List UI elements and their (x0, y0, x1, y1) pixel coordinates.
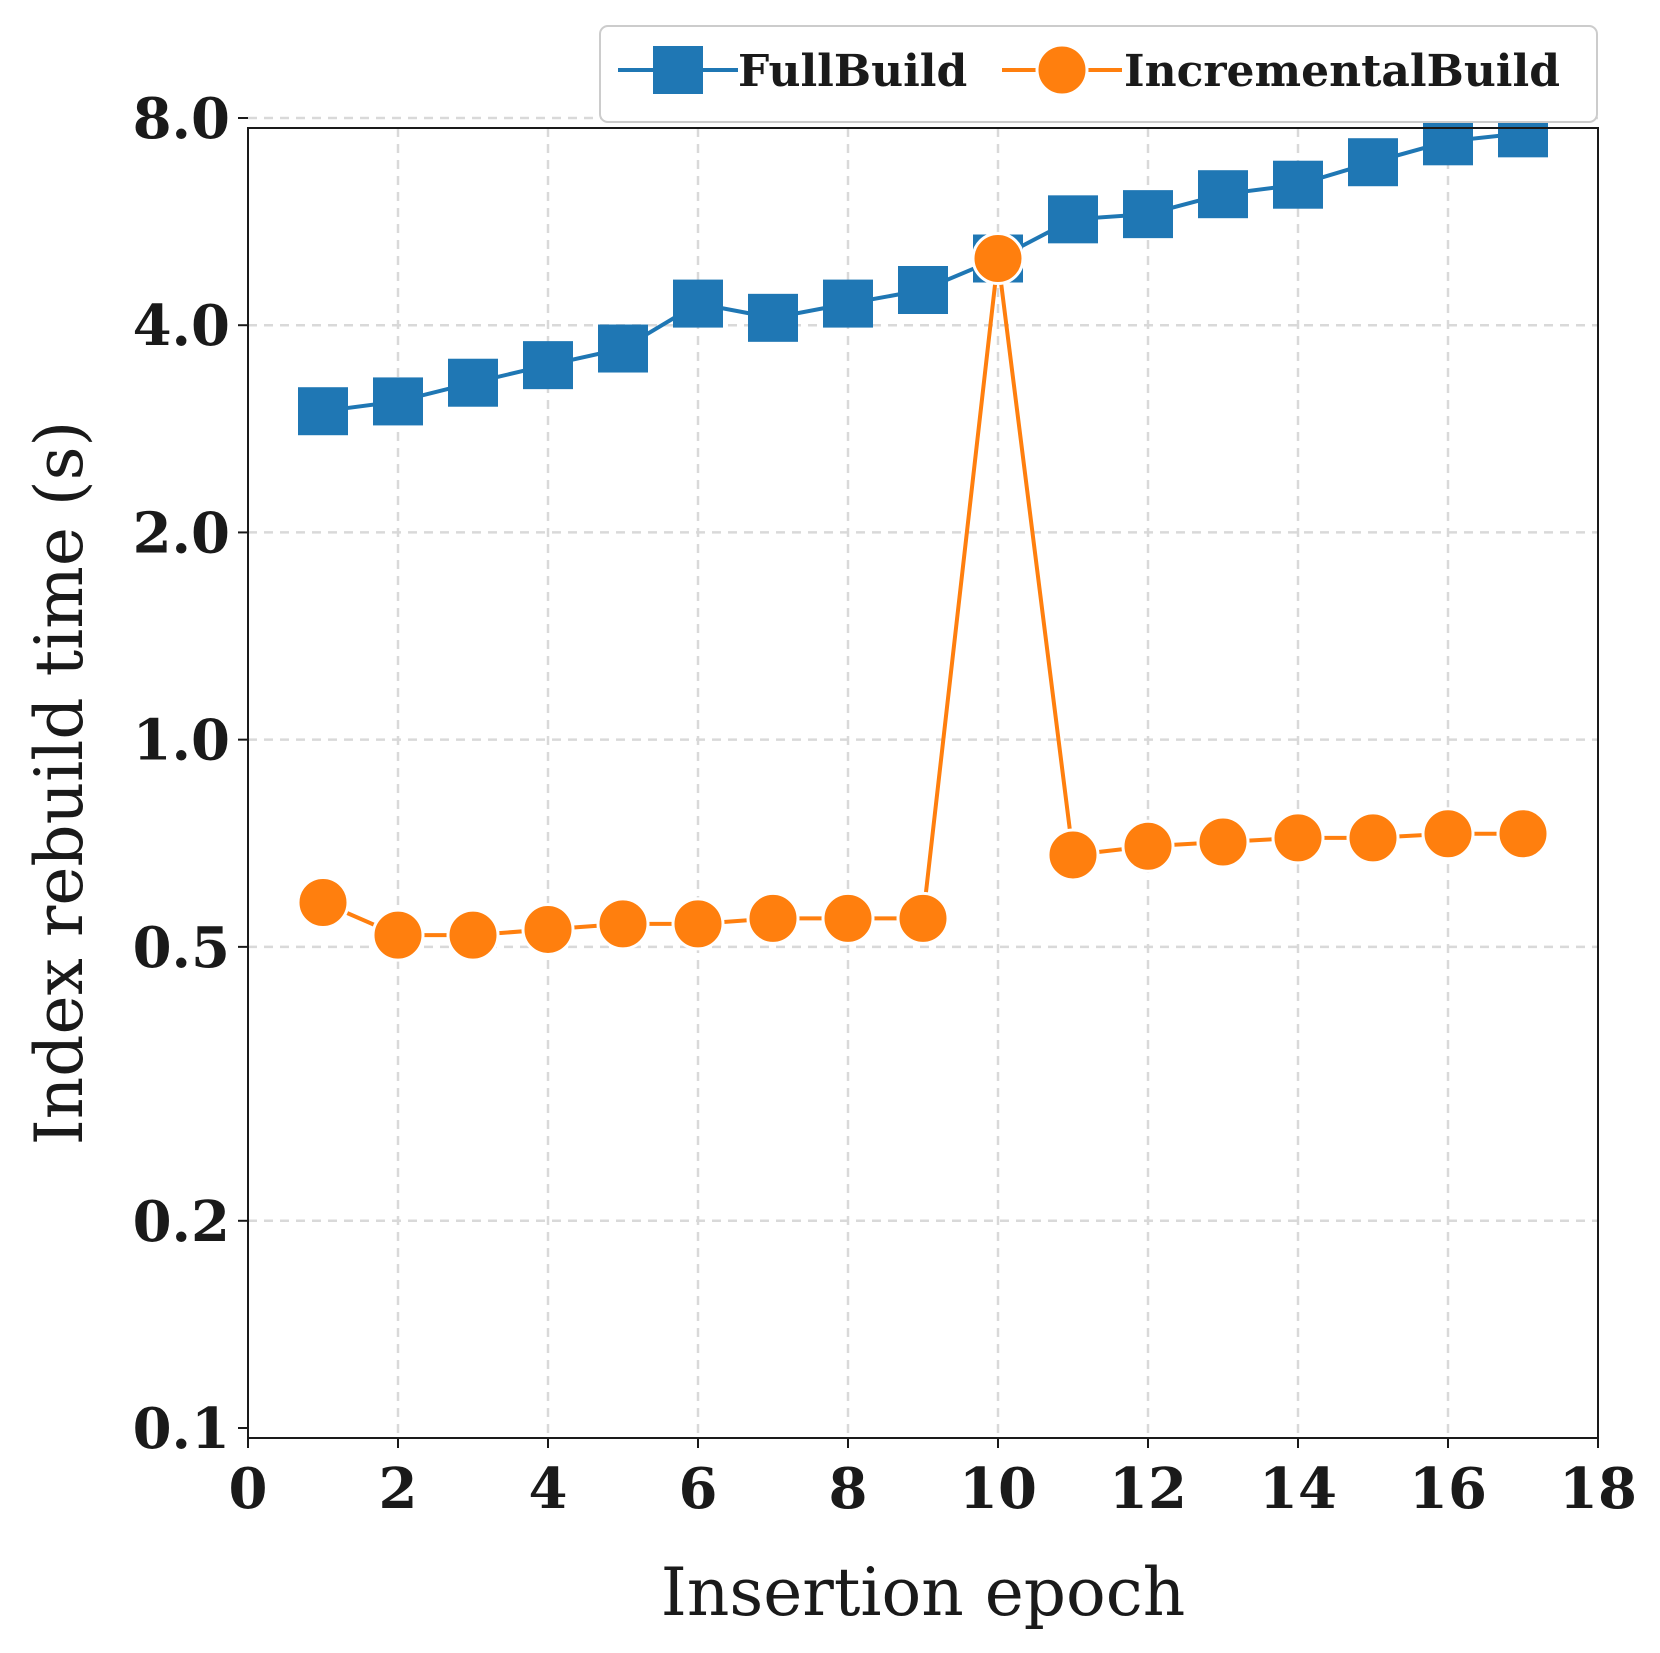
data-point-fullbuild (673, 279, 723, 328)
y-tick-label: 2.0 (133, 500, 230, 566)
data-point-fullbuild (373, 377, 423, 426)
legend-box (599, 25, 1598, 123)
data-point-incrementalbuild (1496, 807, 1550, 861)
x-tick-label: 0 (229, 1456, 268, 1522)
y-tick-label: 4.0 (133, 293, 230, 359)
legend-incremental-label: IncrementalBuild (1124, 46, 1560, 97)
y-tick-label: 0.2 (133, 1189, 230, 1255)
data-point-incrementalbuild (296, 875, 350, 929)
data-point-fullbuild (1048, 195, 1098, 244)
data-point-incrementalbuild (746, 891, 800, 945)
series-fullbuild (298, 109, 1548, 436)
x-tick-label: 4 (529, 1456, 568, 1522)
data-point-fullbuild (598, 324, 648, 373)
series-incrementalbuild (296, 232, 1550, 962)
data-point-incrementalbuild (446, 908, 500, 962)
y-axis-label: Index rebuild time (s) (21, 421, 98, 1146)
data-point-fullbuild (1423, 117, 1473, 166)
legend: FullBuild IncrementalBuild (599, 25, 1598, 123)
data-point-fullbuild (1198, 170, 1248, 219)
data-point-incrementalbuild (1271, 811, 1325, 865)
data-point-fullbuild (298, 387, 348, 436)
plot-frame (247, 127, 1599, 1439)
data-point-fullbuild (448, 358, 498, 407)
x-tick-label: 14 (1259, 1456, 1337, 1522)
data-point-fullbuild (898, 266, 948, 315)
series-layer (296, 109, 1550, 962)
y-tick-label: 8.0 (133, 86, 230, 152)
legend-fullbuild-marker (653, 46, 703, 94)
data-point-incrementalbuild (371, 908, 425, 962)
x-tick-label: 8 (829, 1456, 868, 1522)
data-point-incrementalbuild (1121, 819, 1175, 873)
data-point-incrementalbuild (1046, 828, 1100, 882)
x-tick-label: 16 (1409, 1456, 1487, 1522)
data-point-fullbuild (1348, 138, 1398, 187)
x-tick-label: 2 (379, 1456, 418, 1522)
data-point-incrementalbuild (1346, 811, 1400, 865)
data-point-incrementalbuild (1196, 815, 1250, 869)
x-tick-label: 12 (1109, 1456, 1187, 1522)
data-point-incrementalbuild (596, 897, 650, 951)
data-point-fullbuild (523, 341, 573, 390)
y-tick-label: 1.0 (133, 708, 230, 774)
y-tick-label: 0.1 (133, 1396, 230, 1462)
data-point-fullbuild (1273, 160, 1323, 209)
data-point-incrementalbuild (521, 902, 575, 956)
legend-incremental-marker (1035, 43, 1089, 97)
data-point-fullbuild (748, 293, 798, 342)
data-point-incrementalbuild (671, 897, 725, 951)
data-point-fullbuild (1123, 190, 1173, 239)
data-point-fullbuild (823, 279, 873, 328)
legend-fullbuild-label: FullBuild (738, 46, 967, 97)
x-tick-label: 10 (959, 1456, 1037, 1522)
grid-lines (248, 116, 1598, 1438)
x-tick-label: 6 (679, 1456, 718, 1522)
data-point-incrementalbuild (821, 891, 875, 945)
series-line-incrementalbuild (322, 258, 1523, 938)
data-point-incrementalbuild (1421, 807, 1475, 861)
data-point-incrementalbuild (971, 232, 1025, 286)
data-point-incrementalbuild (896, 891, 950, 945)
x-axis-label: Insertion epoch (661, 1554, 1185, 1631)
x-tick-label: 18 (1559, 1456, 1637, 1522)
axis-ticks: 0 2 4 6 8 10 12 14 16 18 0.1 0.2 0.5 1.0 2.0 4.0 8.0 (133, 86, 1637, 1522)
y-tick-label: 0.5 (133, 915, 230, 981)
